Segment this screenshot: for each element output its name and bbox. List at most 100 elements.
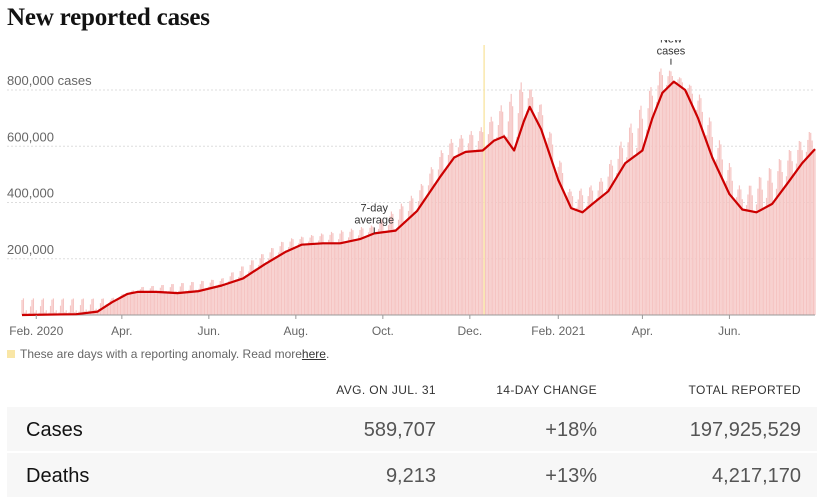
daily-cases-bar <box>241 266 243 315</box>
daily-cases-bar <box>721 159 723 315</box>
daily-cases-bar <box>686 91 688 315</box>
daily-cases-bar <box>743 209 745 315</box>
row-total: 197,925,529 <box>689 419 801 441</box>
daily-cases-bar <box>606 188 608 315</box>
daily-cases-bar <box>561 173 564 315</box>
daily-cases-bar <box>454 156 457 315</box>
daily-cases-bar <box>348 237 350 315</box>
daily-cases-bar <box>693 107 695 315</box>
daily-cases-bar <box>654 110 656 316</box>
daily-cases-bar <box>158 290 160 315</box>
daily-cases-bar <box>556 172 558 315</box>
daily-cases-bar <box>664 89 666 315</box>
daily-cases-bar <box>628 127 631 315</box>
daily-cases-bar <box>108 303 110 315</box>
daily-cases-bar <box>667 76 669 315</box>
daily-cases-bar <box>467 143 470 315</box>
daily-cases-bar <box>342 231 344 315</box>
daily-cases-bar <box>306 244 308 315</box>
daily-cases-bar <box>713 159 715 315</box>
daily-cases-bar <box>504 137 507 315</box>
daily-cases-bar <box>604 193 606 315</box>
daily-cases-bar <box>65 310 67 315</box>
daily-cases-bar <box>419 190 421 315</box>
daily-cases-bar <box>82 298 84 315</box>
daily-cases-bar <box>189 285 191 315</box>
daily-cases-bar <box>21 299 23 315</box>
daily-cases-bar <box>352 230 354 315</box>
daily-cases-bar <box>636 147 638 315</box>
daily-cases-bar <box>633 155 635 315</box>
read-more-link[interactable]: here <box>301 347 326 361</box>
daily-cases-bar <box>536 118 538 315</box>
daily-cases-bar <box>215 285 217 315</box>
daily-cases-bar <box>373 232 375 315</box>
daily-cases-bar <box>405 220 407 315</box>
daily-cases-bar <box>333 242 335 315</box>
daily-cases-bar <box>81 299 83 315</box>
daily-cases-bar <box>778 159 780 315</box>
daily-cases-bar <box>201 280 203 315</box>
daily-cases-bar <box>72 298 74 315</box>
daily-cases-bar <box>380 219 383 315</box>
daily-cases-bar <box>356 239 358 315</box>
daily-cases-bar <box>619 145 621 315</box>
daily-cases-bar <box>708 117 711 315</box>
daily-cases-bar <box>61 299 63 315</box>
daily-cases-bar <box>533 114 535 315</box>
daily-cases-bar <box>579 190 581 315</box>
daily-cases-bar <box>607 176 609 315</box>
daily-cases-bar <box>119 296 122 315</box>
daily-cases-bar <box>500 105 502 315</box>
daily-cases-bar <box>450 138 452 315</box>
daily-cases-bar <box>376 232 378 315</box>
daily-cases-bar <box>456 154 458 315</box>
daily-cases-bar <box>717 148 719 315</box>
daily-cases-bar <box>265 262 267 315</box>
daily-cases-bar <box>526 110 528 315</box>
daily-cases-bar <box>735 197 738 315</box>
daily-cases-bar <box>225 282 227 315</box>
daily-cases-bar <box>514 145 517 315</box>
daily-cases-bar <box>203 288 206 315</box>
daily-cases-bar <box>783 187 785 315</box>
daily-cases-bar <box>745 205 748 315</box>
daily-cases-bar <box>136 291 139 315</box>
daily-cases-bar <box>22 298 25 315</box>
daily-cases-bar <box>162 285 164 315</box>
daily-cases-bar <box>520 82 522 315</box>
daily-cases-bar <box>145 290 147 315</box>
daily-cases-bar <box>279 246 281 315</box>
daily-cases-bar <box>791 161 793 315</box>
daily-cases-bar <box>367 232 370 315</box>
daily-cases-bar <box>386 231 388 315</box>
daily-cases-bar <box>564 195 567 315</box>
daily-cases-bar <box>651 95 654 315</box>
daily-cases-bar <box>188 289 190 315</box>
stats-row-deaths: Deaths 9,213 +13% 4,217,170 <box>7 453 817 497</box>
annotation-label: New <box>660 40 682 46</box>
daily-cases-bar <box>753 210 755 315</box>
daily-cases-bar <box>218 284 220 315</box>
daily-cases-bar <box>312 235 314 315</box>
daily-cases-bar <box>429 173 431 315</box>
daily-cases-bar <box>436 180 438 315</box>
daily-cases-bar <box>516 137 518 315</box>
daily-cases-bar <box>534 117 537 316</box>
daily-cases-bar <box>412 198 414 315</box>
daily-cases-bar <box>688 84 691 315</box>
daily-cases-bar <box>69 305 72 315</box>
daily-cases-bar <box>372 226 374 315</box>
daily-cases-bar <box>115 299 117 315</box>
daily-cases-bar <box>734 200 736 315</box>
daily-cases-bar <box>256 268 258 315</box>
daily-cases-bar <box>567 192 569 315</box>
daily-cases-bar <box>231 272 233 315</box>
daily-cases-bar <box>464 151 467 315</box>
daily-cases-bar <box>697 100 699 315</box>
daily-cases-bar <box>319 236 321 315</box>
daily-cases-bar <box>674 82 676 315</box>
daily-cases-bar <box>109 300 112 315</box>
daily-cases-bar <box>111 298 113 315</box>
daily-cases-bar <box>690 85 692 315</box>
